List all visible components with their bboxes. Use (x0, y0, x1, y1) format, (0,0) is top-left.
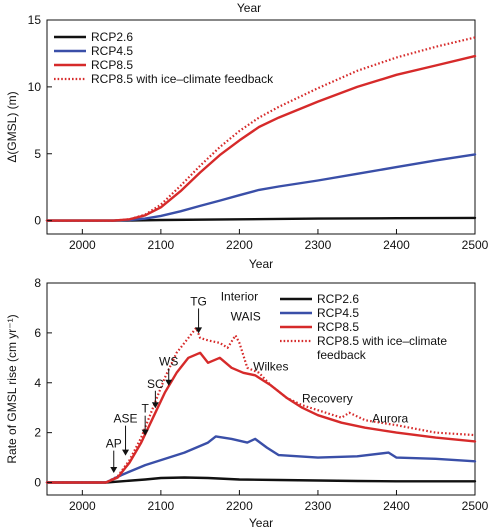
top-y-tick-label: 10 (28, 80, 42, 94)
top-y-tick-label: 0 (34, 214, 41, 228)
bottom-x-tick-label: 2400 (383, 499, 410, 513)
annotation-wilkes: Wilkes (253, 359, 288, 373)
top-y-ticks: 0 5 10 15 (28, 13, 52, 228)
bottom-legend-label-rcp45: RCP4.5 (317, 306, 359, 320)
bottom-y-ticks: 0 2 4 6 8 (34, 276, 52, 490)
bottom-ylabel: Rate of GMSL rise (cm yr⁻¹) (5, 314, 19, 463)
top-x-tick-label: 2400 (383, 238, 410, 252)
top-series-rcp8-5-with-ice-climate-feedback (47, 36, 476, 222)
bottom-y-tick-label: 0 (34, 476, 41, 490)
bottom-legend-label-rcp26: RCP2.6 (317, 292, 359, 306)
annotation-sc: SC (147, 377, 164, 391)
top-ylabel: Δ(GMSL) (m) (5, 91, 19, 162)
annotation-arrowhead-ap (110, 467, 118, 474)
top-xlabel: Year (249, 257, 273, 271)
bottom-xlabel: Year (249, 516, 273, 530)
annotation-arrowhead-ase (122, 449, 130, 456)
top-legend-label-rcp45: RCP4.5 (91, 44, 133, 58)
top-legend-label-rcp26: RCP2.6 (91, 30, 133, 44)
annotation-arrowhead-t (141, 429, 149, 436)
bottom-x-tick-label: 2300 (305, 499, 332, 513)
top-x-tick-label: 2200 (226, 238, 253, 252)
bottom-series-rcp8-5 (45, 351, 477, 484)
annotation-arrowhead-sc (151, 402, 159, 409)
top-series-group (45, 36, 477, 222)
bottom-y-tick-label: 2 (34, 426, 41, 440)
annotation-ap: AP (106, 437, 122, 451)
top-plot-frame (46, 19, 476, 235)
top-x-tick-label: 2000 (69, 238, 96, 252)
annotation-recovery: Recovery (302, 392, 353, 406)
annotation-arrowhead-tg (195, 327, 203, 334)
annotation-tg: TG (190, 294, 207, 308)
top-y-tick-label: 5 (34, 147, 41, 161)
annotation-ase: ASE (114, 412, 138, 426)
annotation-ws: WS (159, 354, 178, 368)
bottom-y-tick-label: 4 (34, 376, 41, 390)
bottom-x-tick-label: 2000 (69, 499, 96, 513)
annotation-interior: Interior (221, 289, 258, 303)
top-x-tick-label: 2500 (462, 238, 489, 252)
bottom-x-tick-label: 2200 (226, 499, 253, 513)
bottom-plot-frame (46, 282, 476, 496)
bottom-x-ticks: 2000 2100 2200 2300 2400 2500 (69, 490, 489, 513)
annotation-wais: WAIS (231, 309, 261, 323)
top-series-rcp4-5 (45, 153, 477, 222)
bottom-y-tick-label: 6 (34, 326, 41, 340)
annotation-t: T (141, 402, 149, 416)
bottom-legend-label-rcp85: RCP8.5 (317, 320, 359, 334)
top-x-tick-label: 2100 (148, 238, 175, 252)
bottom-series-group (45, 326, 477, 484)
top-xlabel-above: Year (237, 1, 261, 15)
bottom-legend-label-rcp85-feedback: RCP8.5 with ice–climate feedback (317, 334, 447, 362)
bottom-series-rcp4-5 (45, 435, 477, 484)
annotation-arrowhead-ws (165, 379, 173, 386)
bottom-x-tick-label: 2100 (148, 499, 175, 513)
bottom-series-rcp2-6 (45, 476, 477, 484)
panel-top: Year 2000 2100 2200 2300 2400 2500 0 5 10 15 Yea… (5, 1, 489, 271)
top-x-tick-label: 2300 (305, 238, 332, 252)
top-legend-label-rcp85-feedback: RCP8.5 with ice–climate feedback (91, 72, 274, 86)
top-x-ticks: 2000 2100 2200 2300 2400 2500 (69, 229, 489, 252)
top-legend-label-rcp85: RCP8.5 (91, 58, 133, 72)
top-legend: RCP2.6 RCP4.5 RCP8.5 RCP8.5 with ice–cli… (54, 30, 274, 86)
bottom-y-tick-label: 8 (34, 276, 41, 290)
annotation-aurora: Aurora (372, 412, 408, 426)
bottom-x-tick-label: 2500 (462, 499, 489, 513)
bottom-series-rcp8-5-with-ice-climate-feedback (47, 326, 476, 484)
top-y-tick-label: 15 (28, 13, 42, 27)
bottom-legend: RCP2.6 RCP4.5 RCP8.5 RCP8.5 with ice–cli… (280, 292, 447, 362)
